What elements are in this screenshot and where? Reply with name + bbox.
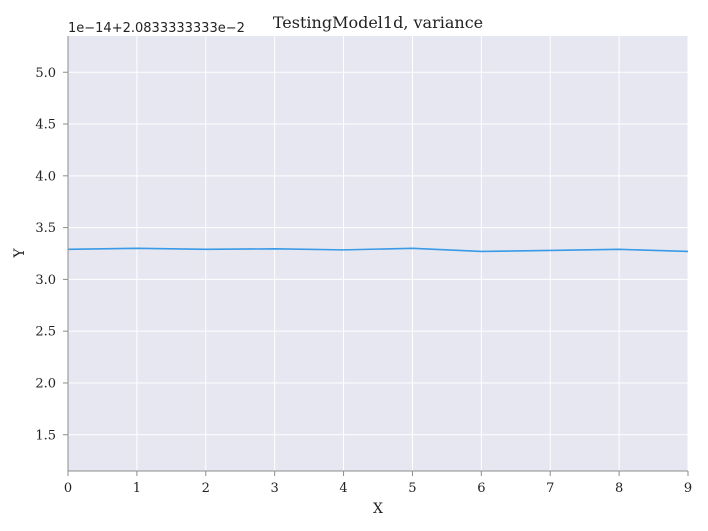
y-gridlines (68, 71, 688, 436)
x-tick-label: 9 (684, 481, 692, 496)
x-tick-label: 1 (133, 481, 141, 496)
x-gridlines (67, 36, 689, 471)
x-tick-label: 6 (477, 481, 485, 496)
chart-title: TestingModel1d, variance (273, 13, 483, 32)
x-tick-label: 4 (339, 481, 347, 496)
x-tick-label: 8 (615, 481, 623, 496)
y-tick-label: 2.5 (35, 325, 56, 340)
y-tick-label: 5.0 (35, 66, 56, 81)
y-tick-label: 3.5 (35, 221, 56, 236)
x-tick-label: 5 (408, 481, 416, 496)
x-tick-label: 0 (64, 481, 72, 496)
series-layer (67, 247, 689, 253)
y-tick-label: 1.5 (35, 428, 56, 443)
x-tick-label: 3 (271, 481, 279, 496)
y-offset-text: 1e−14+2.0833333333e−2 (68, 21, 245, 36)
x-axis-label: X (373, 501, 383, 517)
series-line (67, 247, 689, 253)
x-tick-label: 2 (202, 481, 210, 496)
y-ticks: 1.5 2.0 2.5 3.0 3.5 4.0 4.5 5.0 (35, 66, 68, 443)
y-tick-label: 2.0 (35, 376, 56, 391)
y-axis-label: Y (12, 248, 28, 259)
x-tick-label: 7 (546, 481, 554, 496)
y-tick-label: 4.0 (35, 169, 56, 184)
plot-area (68, 36, 688, 471)
y-tick-label: 3.0 (35, 273, 56, 288)
y-tick-label: 4.5 (35, 118, 56, 133)
x-ticks: 0 1 2 3 4 5 6 7 8 9 (64, 471, 692, 496)
